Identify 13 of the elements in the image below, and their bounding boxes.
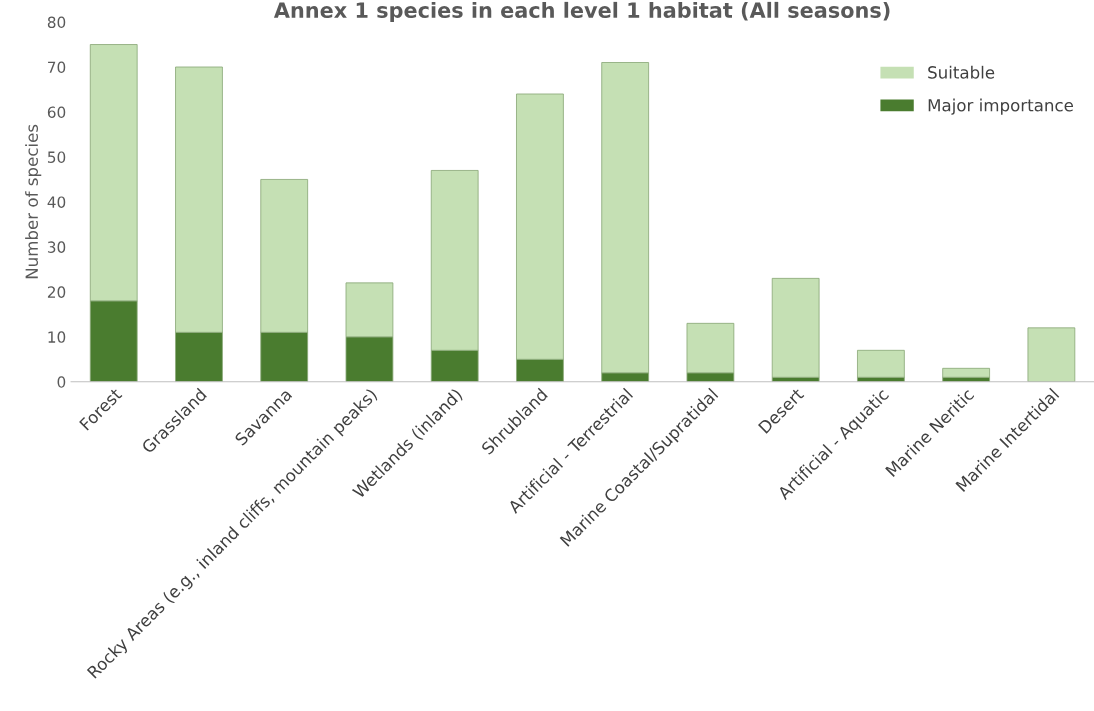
y-tick-label: 30 xyxy=(47,241,66,253)
y-tick-label: 50 xyxy=(47,151,66,163)
legend-label: Major importance xyxy=(928,98,1073,115)
y-tick-label: 0 xyxy=(57,376,66,388)
legend-label: Suitable xyxy=(928,65,995,79)
y-tick-label: 80 xyxy=(47,16,66,29)
y-tick-label: 60 xyxy=(47,106,66,118)
y-axis-title: Number of species xyxy=(25,124,42,279)
y-tick-label: 20 xyxy=(47,286,66,298)
chart-title: Annex 1 species in each level 1 habitat (All seasons) xyxy=(273,1,890,23)
y-tick-label: 40 xyxy=(47,196,66,208)
y-tick-label: 10 xyxy=(48,331,66,343)
y-tick-label: 70 xyxy=(48,61,66,74)
